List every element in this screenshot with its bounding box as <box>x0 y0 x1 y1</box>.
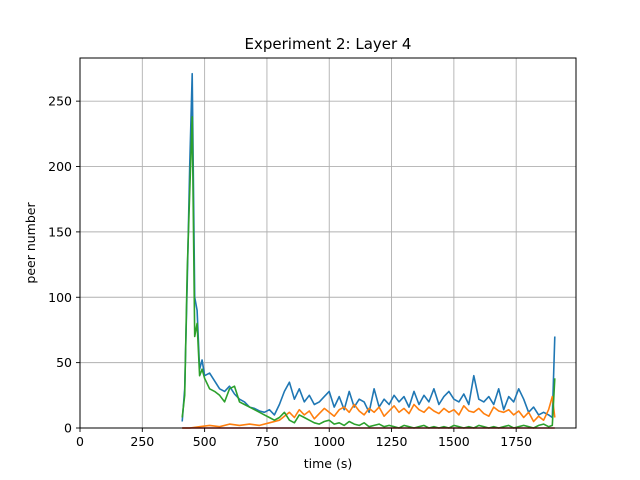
y-tick-label: 0 <box>64 421 72 436</box>
x-tick-label: 1000 <box>313 434 345 449</box>
plot-frame <box>79 57 577 429</box>
x-tick-label: 1250 <box>376 434 408 449</box>
series-line-2 <box>182 395 556 429</box>
chart-title: Experiment 2: Layer 4 <box>245 35 412 53</box>
y-tick-label: 250 <box>48 94 72 109</box>
x-tick-label: 750 <box>255 434 279 449</box>
x-axis-title: time (s) <box>304 456 352 471</box>
x-tick-label: 1750 <box>500 434 532 449</box>
y-tick-label: 100 <box>48 290 72 305</box>
x-tick-label: 0 <box>76 434 84 449</box>
y-tick-label: 200 <box>48 159 72 174</box>
series-line-3 <box>181 116 556 429</box>
y-axis-title: peer number <box>23 202 38 284</box>
series-line-1 <box>181 72 556 422</box>
axis-ticks: 0 250 500 750 1000 1250 1500 1750 0 50 100 150 200 25… <box>48 94 532 449</box>
y-tick-label: 50 <box>56 355 72 370</box>
x-tick-label: 250 <box>130 434 154 449</box>
y-tick-label: 150 <box>48 224 72 239</box>
x-tick-label: 500 <box>193 434 217 449</box>
x-tick-label: 1500 <box>438 434 470 449</box>
gridlines <box>79 58 576 429</box>
